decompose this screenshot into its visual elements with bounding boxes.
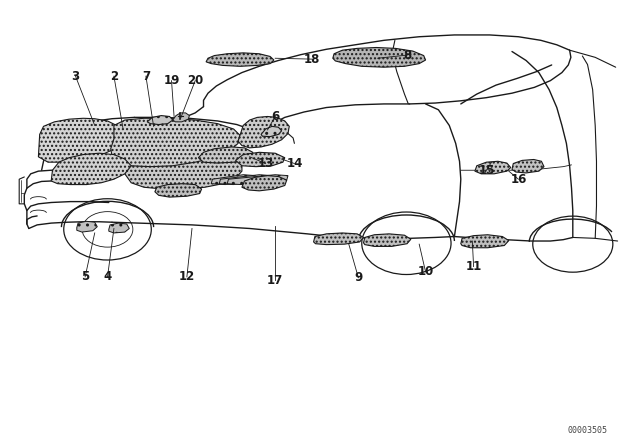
Text: 11: 11 (465, 260, 482, 273)
Text: 14: 14 (286, 157, 303, 170)
Text: 7: 7 (142, 69, 150, 83)
Text: 10: 10 (417, 265, 434, 279)
Text: 5: 5 (81, 270, 89, 284)
Polygon shape (155, 184, 202, 197)
Polygon shape (51, 153, 131, 185)
Text: 19: 19 (163, 74, 180, 87)
Text: 15: 15 (478, 164, 495, 177)
Polygon shape (261, 126, 282, 137)
Polygon shape (211, 175, 256, 185)
Polygon shape (314, 233, 364, 245)
Polygon shape (198, 147, 253, 163)
Polygon shape (475, 161, 511, 174)
Polygon shape (333, 47, 426, 67)
Polygon shape (461, 235, 509, 248)
Text: 18: 18 (304, 52, 321, 66)
Polygon shape (364, 234, 411, 246)
Text: 2: 2 (110, 69, 118, 83)
Text: 20: 20 (187, 74, 204, 87)
Text: 17: 17 (267, 273, 284, 287)
Polygon shape (125, 149, 242, 189)
Polygon shape (242, 176, 287, 191)
Text: 6: 6 (271, 110, 279, 123)
Text: 13: 13 (257, 157, 274, 170)
Text: 3: 3 (72, 69, 79, 83)
Text: 4: 4 (104, 270, 111, 284)
Text: 12: 12 (179, 270, 195, 284)
Polygon shape (238, 116, 289, 148)
Text: 16: 16 (510, 172, 527, 186)
Polygon shape (206, 53, 274, 66)
Text: 9: 9 (355, 271, 362, 284)
Polygon shape (77, 221, 97, 232)
Polygon shape (173, 113, 189, 122)
Polygon shape (38, 118, 123, 162)
Polygon shape (512, 159, 544, 173)
Text: 00003505: 00003505 (568, 426, 607, 435)
Polygon shape (147, 116, 173, 125)
Polygon shape (227, 175, 288, 185)
Polygon shape (236, 152, 285, 167)
Text: 8: 8 (403, 48, 411, 62)
Polygon shape (111, 118, 240, 167)
Polygon shape (109, 223, 129, 233)
Polygon shape (219, 175, 272, 185)
